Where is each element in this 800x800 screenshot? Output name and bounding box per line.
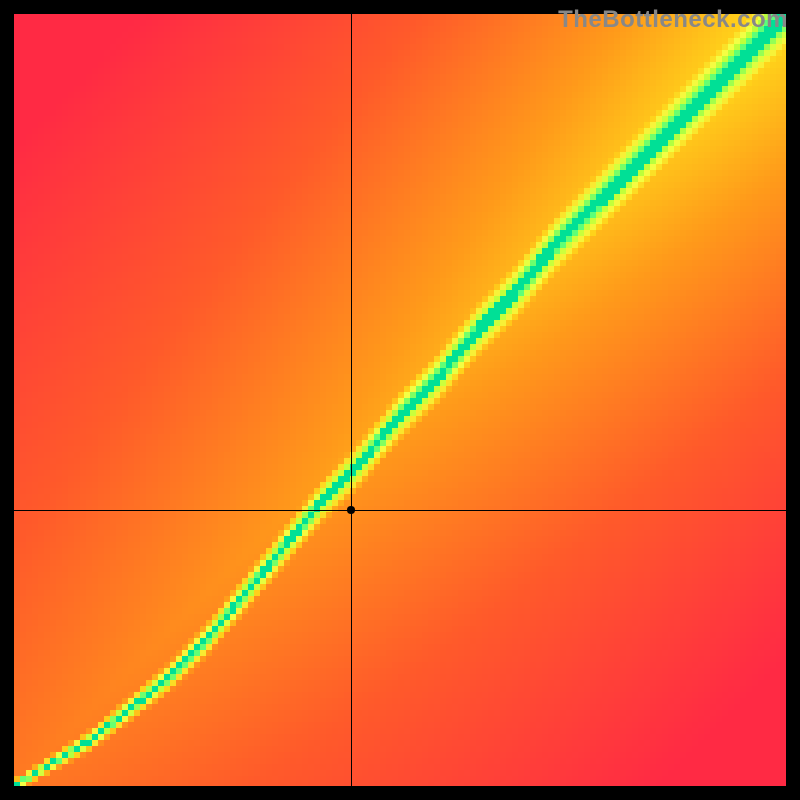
bottleneck-heatmap — [0, 0, 800, 800]
chart-container: TheBottleneck.com — [0, 0, 800, 800]
